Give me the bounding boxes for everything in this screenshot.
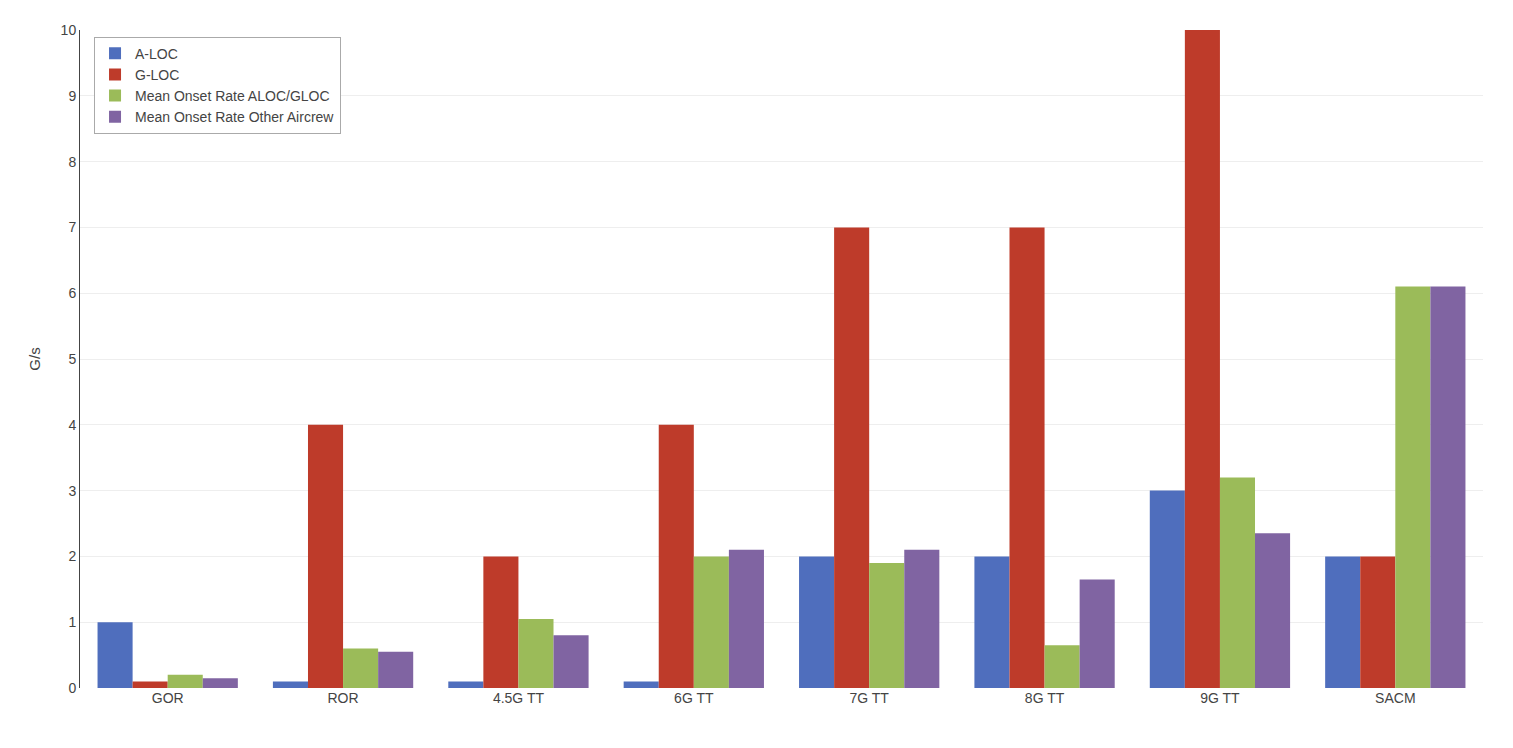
svg-text:GOR: GOR: [152, 690, 184, 706]
svg-text:4.5G TT: 4.5G TT: [493, 690, 545, 706]
svg-text:2: 2: [68, 548, 76, 564]
svg-text:5: 5: [68, 351, 76, 367]
svg-text:0: 0: [68, 680, 76, 696]
svg-text:4: 4: [68, 417, 76, 433]
svg-text:G-LOC: G-LOC: [135, 67, 179, 83]
svg-text:8: 8: [68, 154, 76, 170]
svg-text:A-LOC: A-LOC: [135, 46, 178, 62]
svg-text:6: 6: [68, 285, 76, 301]
svg-text:6G TT: 6G TT: [674, 690, 714, 706]
svg-text:G/s: G/s: [26, 347, 43, 370]
svg-text:Mean Onset Rate Other Aircrew: Mean Onset Rate Other Aircrew: [135, 109, 334, 125]
svg-text:Mean Onset Rate ALOC/GLOC: Mean Onset Rate ALOC/GLOC: [135, 88, 330, 104]
svg-text:3: 3: [68, 483, 76, 499]
svg-text:SACM: SACM: [1375, 690, 1415, 706]
svg-text:9: 9: [68, 88, 76, 104]
svg-text:10: 10: [61, 22, 77, 38]
svg-text:8G TT: 8G TT: [1025, 690, 1065, 706]
svg-text:7: 7: [68, 219, 76, 235]
svg-text:ROR: ROR: [327, 690, 358, 706]
svg-text:1: 1: [68, 614, 76, 630]
svg-text:9G TT: 9G TT: [1200, 690, 1240, 706]
svg-text:7G TT: 7G TT: [849, 690, 889, 706]
